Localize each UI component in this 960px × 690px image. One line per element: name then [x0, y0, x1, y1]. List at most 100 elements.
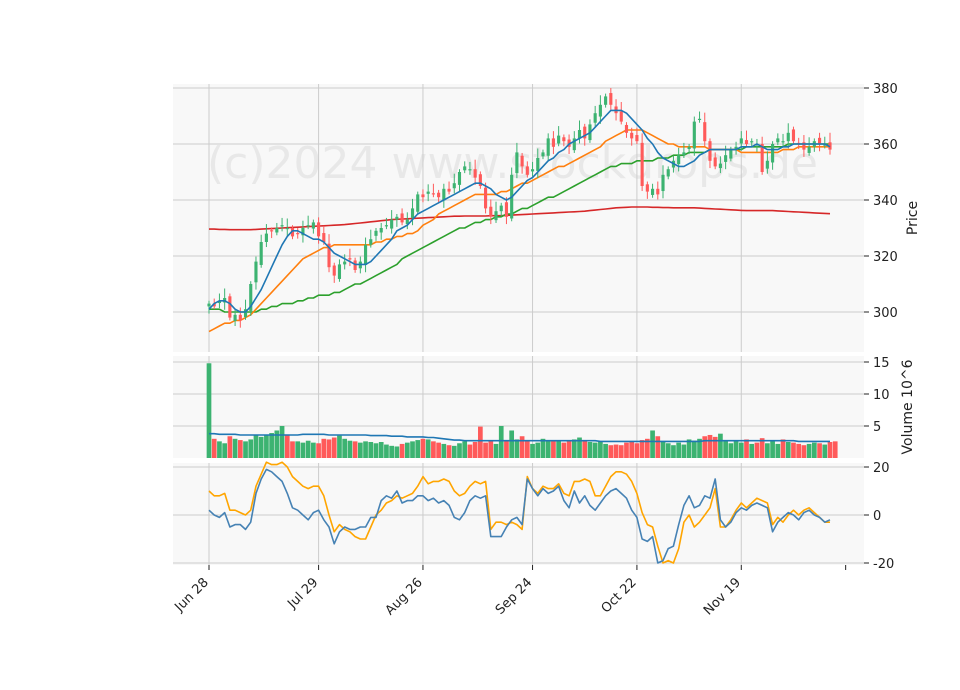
candle	[577, 120, 582, 144]
candle	[343, 254, 347, 270]
volume-bar	[608, 445, 614, 458]
candle-body	[410, 208, 415, 218]
volume-bar	[264, 434, 269, 458]
candle	[750, 138, 754, 148]
volume-bar	[331, 437, 337, 458]
candle-body	[776, 138, 780, 143]
volume-bar	[399, 443, 405, 458]
candle-body	[651, 188, 655, 195]
candle-body	[557, 135, 561, 144]
candle-body	[604, 96, 608, 105]
candle-body	[708, 141, 712, 161]
volume-bar	[603, 443, 608, 458]
candle	[353, 257, 357, 273]
volume-bar	[639, 440, 645, 458]
candle	[259, 234, 263, 268]
volume-bar	[472, 442, 478, 458]
volume-bar	[509, 430, 515, 458]
candle-body	[687, 146, 691, 150]
candle	[270, 227, 274, 239]
candle-body	[275, 228, 279, 233]
candle	[593, 105, 597, 128]
volume-bar	[822, 444, 828, 458]
candle-body	[290, 228, 295, 237]
candle-body	[765, 160, 769, 169]
candle-body	[791, 129, 796, 142]
candle	[765, 151, 769, 174]
volume-average-layer	[209, 432, 830, 443]
oscillator-blue-line	[208, 468, 831, 564]
candle-body	[499, 205, 503, 212]
volume-bar	[665, 443, 671, 458]
candle	[463, 161, 467, 174]
oscillator-tick-label: 20	[873, 461, 890, 476]
candle	[697, 111, 702, 123]
volume-bar	[634, 443, 640, 458]
candle	[426, 184, 430, 202]
price-panel: (c)2024 www.stockdrops.de 30032034036038…	[173, 82, 921, 352]
candle-body	[739, 138, 743, 144]
candle	[677, 147, 681, 172]
candle	[817, 132, 822, 152]
volume-bar	[394, 446, 400, 458]
candle	[494, 201, 498, 223]
candle-body	[760, 144, 764, 172]
candle-body	[598, 104, 602, 117]
candle	[431, 183, 435, 198]
candle	[489, 199, 493, 225]
volume-bar	[357, 442, 363, 458]
volume-bar	[493, 443, 499, 458]
candle-body	[489, 206, 493, 217]
volume-bar	[587, 442, 593, 458]
candle-body	[807, 146, 811, 153]
volume-tick-label: 5	[873, 420, 881, 435]
candle-body	[296, 233, 300, 235]
candle-body	[593, 113, 597, 123]
volume-bar	[248, 439, 254, 458]
candle-body	[217, 300, 222, 304]
volume-bar	[311, 442, 316, 458]
candle-body	[405, 219, 409, 225]
candle-body	[572, 138, 576, 151]
candle-body	[677, 155, 681, 165]
volume-bar	[613, 444, 619, 458]
candle	[645, 181, 649, 199]
volume-bar	[467, 444, 473, 458]
candle-body	[384, 225, 388, 227]
volume-bar	[765, 443, 770, 458]
volume-tick-label: 15	[873, 356, 890, 371]
candle	[468, 161, 472, 175]
candle	[598, 95, 602, 124]
candle-body	[353, 260, 357, 270]
candle	[776, 133, 780, 146]
candle	[771, 141, 775, 170]
volume-bar	[718, 433, 723, 458]
candle-body	[541, 152, 545, 157]
candle-body	[682, 152, 686, 156]
candle	[207, 300, 211, 314]
candle	[499, 202, 503, 217]
candle-body	[724, 155, 728, 162]
volume-bar	[425, 439, 431, 458]
volume-bar	[431, 441, 436, 458]
volume-bar	[738, 442, 744, 458]
volume-bar	[827, 442, 833, 458]
candle-body	[259, 242, 263, 265]
volume-bar	[832, 441, 838, 458]
candle	[640, 133, 644, 192]
volume-bar	[624, 442, 629, 458]
candle	[400, 208, 404, 226]
candle-body	[817, 137, 822, 144]
volume-bar	[551, 440, 556, 458]
volume-bar	[817, 443, 822, 458]
volume-bar	[384, 444, 389, 458]
candle	[447, 181, 451, 195]
candle	[604, 93, 608, 108]
candle	[760, 136, 764, 175]
price-tick-label: 300	[873, 306, 898, 321]
candle	[504, 197, 509, 225]
candle	[786, 123, 790, 149]
candle	[384, 217, 388, 230]
candle-body	[624, 124, 629, 133]
